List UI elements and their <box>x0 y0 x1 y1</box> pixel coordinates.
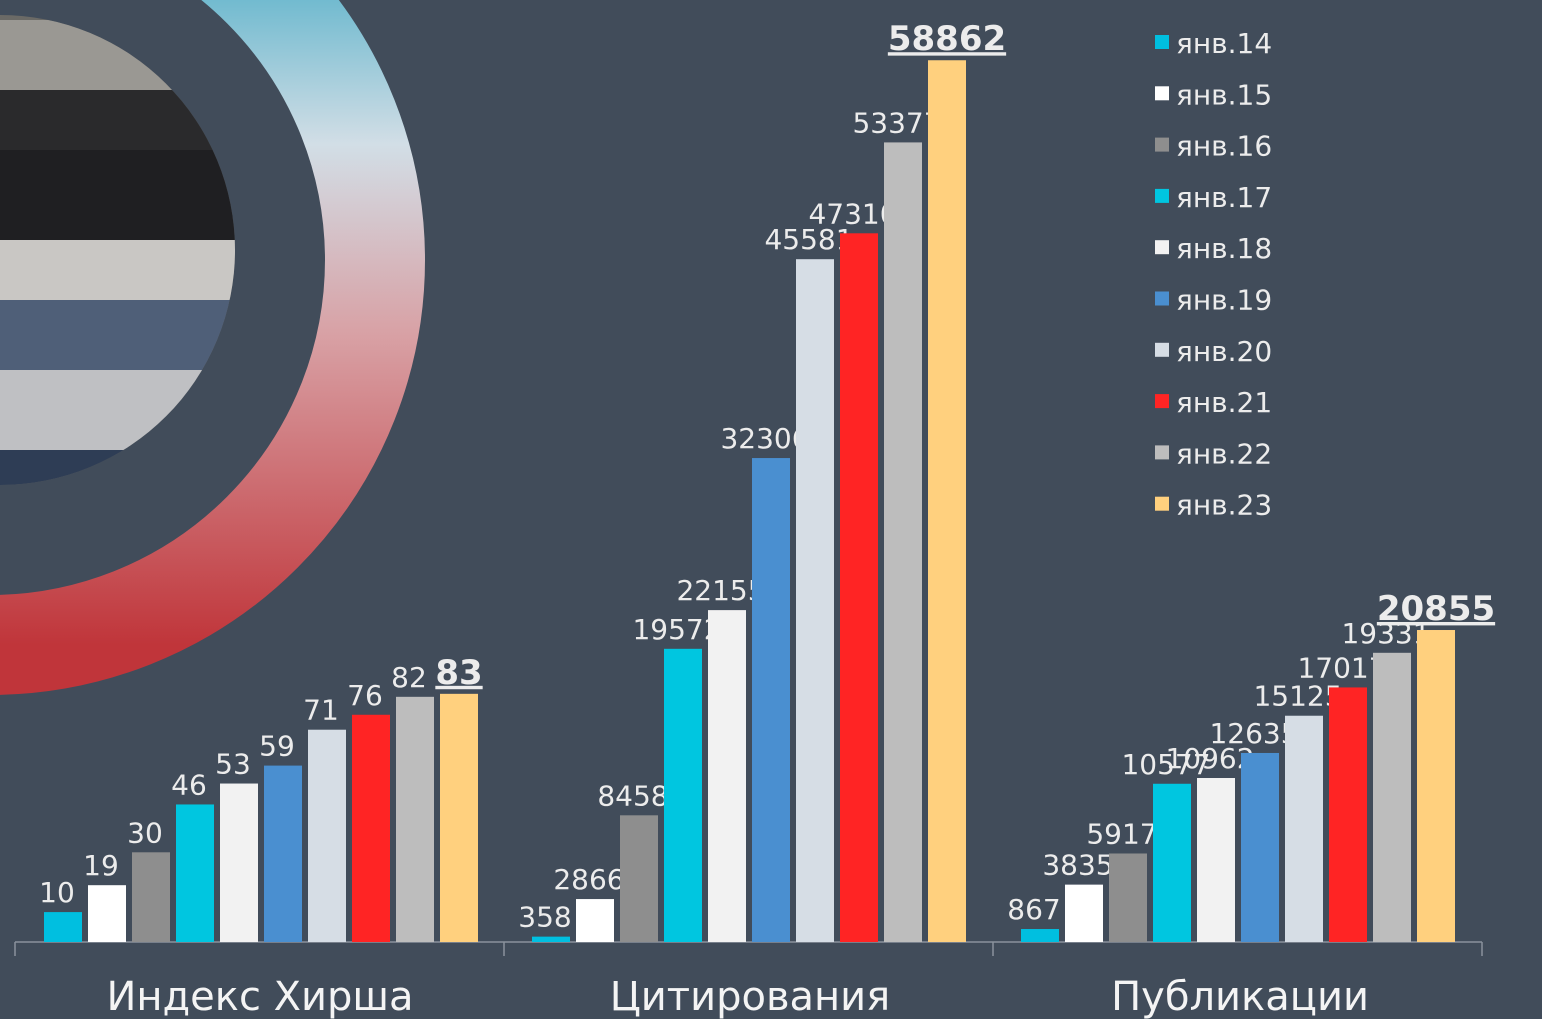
value-label: 15125 <box>1253 680 1342 713</box>
legend-swatch <box>1155 240 1169 255</box>
value-label: 82 <box>391 661 427 694</box>
value-label: 10962 <box>1165 742 1254 775</box>
value-label: 2866 <box>553 863 624 896</box>
category-label: Цитирования <box>610 974 891 1019</box>
legend-swatch <box>1155 394 1169 409</box>
bar <box>176 804 214 942</box>
bar <box>308 729 346 942</box>
value-label: 32306 <box>720 422 809 455</box>
bar <box>752 458 790 942</box>
bar <box>264 765 302 942</box>
value-label: 53377 <box>852 106 941 139</box>
bar <box>88 885 126 942</box>
value-label: 20855 <box>1377 589 1495 629</box>
bar <box>1021 929 1059 942</box>
value-label: 358 <box>518 901 571 934</box>
bar <box>1417 630 1455 942</box>
bar <box>1329 687 1367 942</box>
bar <box>1065 884 1103 942</box>
legend-swatch <box>1155 291 1169 306</box>
value-label: 5917 <box>1086 817 1157 850</box>
legend-swatch <box>1155 496 1169 511</box>
legend-label: янв.14 <box>1176 27 1272 60</box>
bar <box>1153 783 1191 942</box>
bar <box>884 142 922 942</box>
legend-label: янв.17 <box>1176 181 1272 214</box>
legend-label: янв.22 <box>1176 437 1272 470</box>
bar <box>532 936 570 942</box>
value-label: 19 <box>83 849 119 882</box>
value-label: 22155 <box>676 574 765 607</box>
value-label: 10577 <box>1121 748 1210 781</box>
legend-swatch <box>1155 86 1169 101</box>
bar <box>1285 715 1323 942</box>
legend-swatch <box>1155 342 1169 357</box>
value-label: 47310 <box>808 197 897 230</box>
bar <box>576 899 614 942</box>
bar <box>396 696 434 942</box>
value-label: 83 <box>435 653 482 693</box>
value-label: 45581 <box>764 223 853 256</box>
value-label: 867 <box>1007 893 1060 926</box>
category-label: Публикации <box>1111 974 1369 1019</box>
category-label: Индекс Хирша <box>106 974 413 1019</box>
legend-label: янв.23 <box>1176 489 1272 522</box>
bar <box>1241 752 1279 942</box>
bar <box>840 233 878 942</box>
bar <box>440 693 478 942</box>
legend-swatch <box>1155 35 1169 49</box>
legend-swatch <box>1155 188 1169 203</box>
bar <box>132 852 170 942</box>
legend-label: янв.16 <box>1176 130 1272 163</box>
value-label: 76 <box>347 679 383 712</box>
bar <box>620 815 658 942</box>
legend-label: янв.21 <box>1176 386 1272 419</box>
value-label: 17017 <box>1297 651 1386 684</box>
value-label: 3835 <box>1042 849 1113 882</box>
bar <box>220 783 258 942</box>
legend-label: янв.15 <box>1176 78 1272 111</box>
bar <box>796 259 834 942</box>
legend-label: янв.20 <box>1176 335 1272 368</box>
value-label: 12635 <box>1209 717 1298 750</box>
bar <box>928 60 966 942</box>
legend-label: янв.18 <box>1176 232 1272 265</box>
value-label: 19331 <box>1341 617 1430 650</box>
legend-swatch <box>1155 445 1169 460</box>
value-label: 53 <box>215 748 251 781</box>
value-label: 46 <box>171 768 207 801</box>
legend-swatch <box>1155 137 1169 152</box>
value-label: 10 <box>39 876 75 909</box>
bar <box>664 648 702 942</box>
value-label: 30 <box>127 816 163 849</box>
bar <box>1197 778 1235 942</box>
value-label: 58862 <box>888 19 1006 59</box>
value-label: 59 <box>259 730 295 763</box>
value-label: 19572 <box>632 613 721 646</box>
bar <box>352 714 390 942</box>
legend-label: янв.19 <box>1176 284 1272 317</box>
bar <box>1109 853 1147 942</box>
bar <box>44 912 82 942</box>
bar <box>708 610 746 942</box>
value-label: 71 <box>303 694 339 727</box>
value-label: 8458 <box>597 779 668 812</box>
decoration <box>0 0 425 695</box>
bar <box>1373 652 1411 942</box>
